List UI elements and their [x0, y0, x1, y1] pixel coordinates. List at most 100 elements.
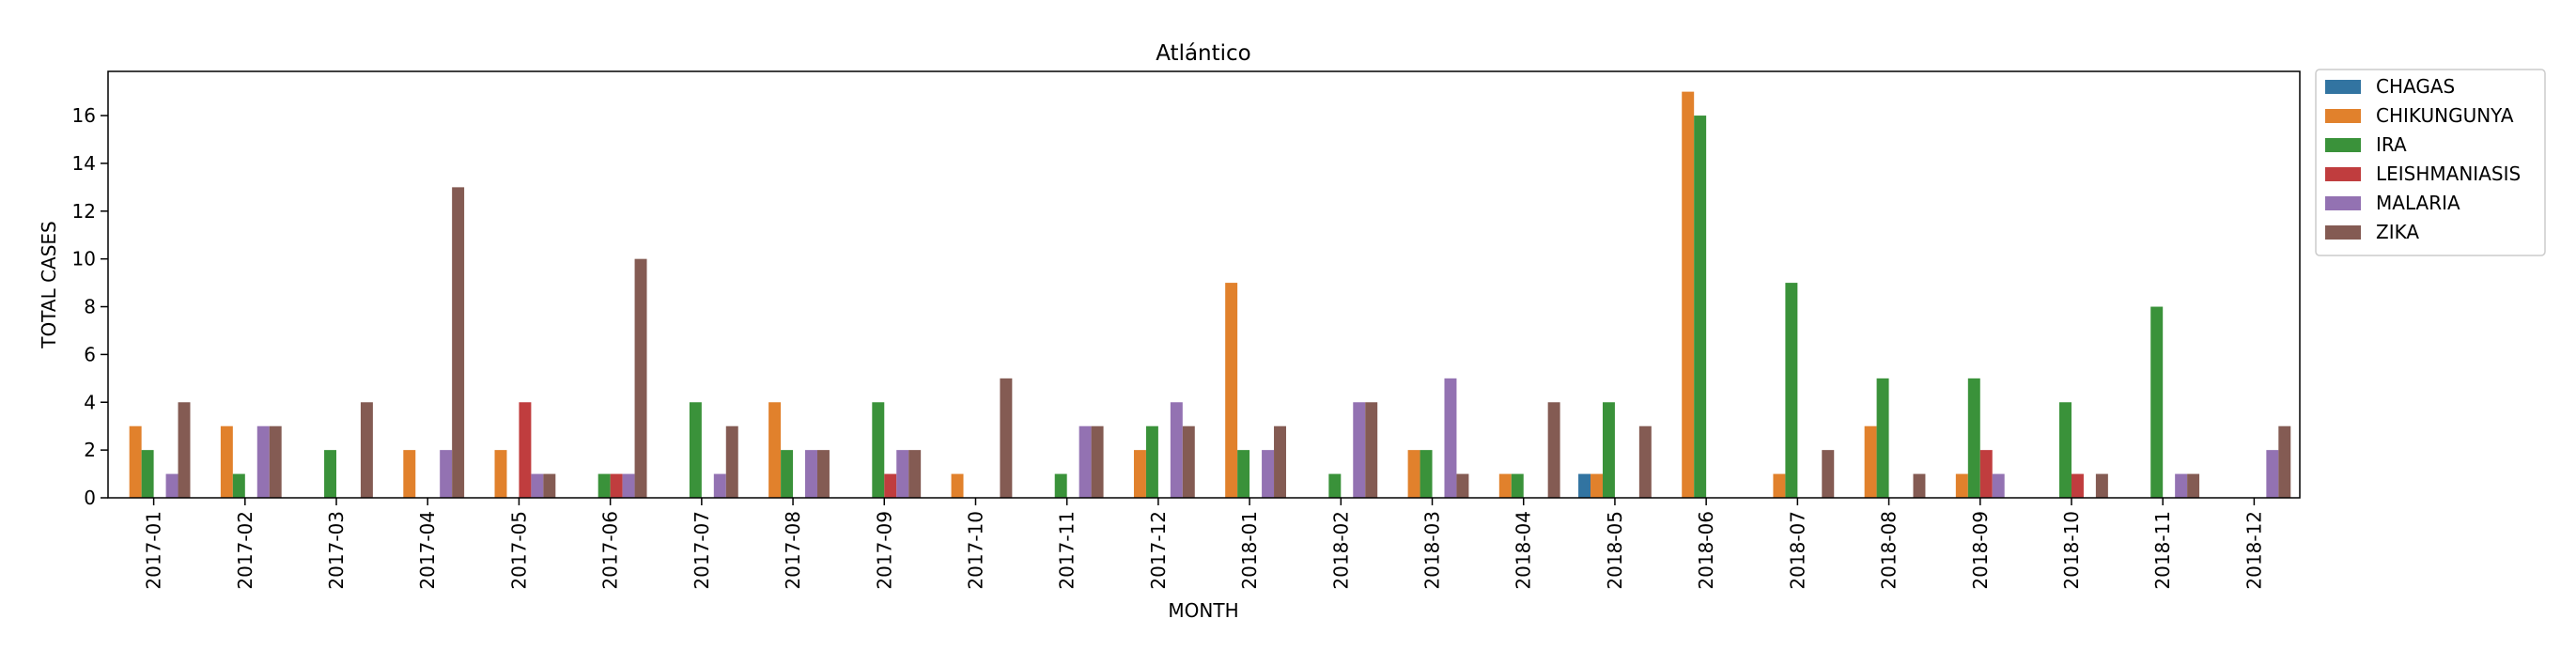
bar-chikungunya-2017-08: [768, 402, 782, 498]
bar-malaria-2017-08: [805, 450, 817, 498]
bar-malaria-2018-03: [1444, 378, 1457, 498]
x-tick-label: 2018-06: [1695, 511, 1717, 590]
bar-ira-2017-11: [1054, 473, 1067, 498]
bar-zika-2018-07: [1822, 450, 1835, 498]
bar-malaria-2017-05: [531, 473, 544, 498]
legend-frame: [2315, 69, 2546, 256]
y-tick-label: 6: [84, 343, 96, 365]
x-tick-label: 2017-04: [416, 511, 439, 590]
bar-zika-2018-03: [1456, 473, 1469, 498]
bar-ira-2018-01: [1237, 450, 1250, 498]
bar-ira-2017-02: [232, 473, 245, 498]
x-tick-label: 2017-01: [143, 511, 165, 590]
bar-chikungunya-2017-10: [951, 473, 964, 498]
y-axis: 0 2 4 6 8 10 12 14 16: [72, 104, 108, 509]
bar-malaria-2018-01: [1262, 450, 1275, 498]
bar-ira-2017-03: [324, 450, 337, 498]
bar-ira-2017-01: [141, 450, 154, 498]
bar-malaria-2018-12: [2266, 450, 2279, 498]
legend-swatch-leishmaniasis: [2325, 167, 2361, 181]
x-tick-label: 2018-08: [1878, 511, 1901, 590]
bar-chikungunya-2017-05: [494, 450, 507, 498]
bar-chikungunya-2017-02: [220, 425, 233, 498]
bar-zika-2018-12: [2278, 425, 2291, 498]
legend-label-chagas: CHAGAS: [2376, 75, 2455, 98]
bar-zika-2018-02: [1365, 402, 1378, 498]
bar-ira-2017-12: [1145, 425, 1158, 498]
x-tick-label: 2017-03: [325, 511, 348, 590]
bar-zika-2017-03: [360, 402, 373, 498]
y-tick-label: 14: [72, 152, 96, 175]
bar-zika-2018-10: [2095, 473, 2108, 498]
bar-zika-2017-02: [269, 425, 282, 498]
y-tick-label: 2: [84, 439, 96, 461]
x-tick-label: 2017-07: [691, 511, 713, 590]
bar-malaria-2018-11: [2175, 473, 2188, 498]
legend-swatch-zika: [2325, 225, 2361, 240]
bar-chikungunya-2018-08: [1864, 425, 1877, 498]
legend-swatch-chagas: [2325, 80, 2361, 94]
y-tick-label: 12: [72, 200, 96, 223]
legend-swatch-chikungunya: [2325, 109, 2361, 123]
legend-swatch-ira: [2325, 138, 2361, 152]
bars-layer: [129, 91, 2291, 499]
bar-chikungunya-2018-01: [1225, 283, 1238, 498]
bar-chikungunya-2018-03: [1407, 450, 1420, 498]
bar-chikungunya-2018-04: [1498, 473, 1512, 498]
x-tick-label: 2018-07: [1786, 511, 1808, 590]
y-tick-label: 16: [72, 104, 96, 127]
x-tick-label: 2017-11: [1056, 511, 1079, 590]
bar-chikungunya-2018-05: [1591, 473, 1603, 498]
bar-malaria-2017-06: [622, 473, 635, 498]
x-tick-label: 2018-01: [1238, 511, 1261, 590]
bar-ira-2018-09: [1967, 378, 1980, 498]
bar-leishmaniasis-2017-05: [519, 402, 532, 498]
bar-chikungunya-2017-04: [403, 450, 416, 498]
bar-zika-2017-11: [1091, 425, 1104, 498]
bar-ira-2018-07: [1785, 283, 1798, 498]
x-tick-label: 2017-08: [782, 511, 804, 590]
bar-malaria-2018-02: [1353, 402, 1366, 498]
bar-ira-2018-03: [1420, 450, 1433, 498]
bar-zika-2017-04: [452, 187, 465, 499]
bar-chikungunya-2017-12: [1133, 450, 1146, 498]
bar-zika-2017-05: [543, 473, 556, 498]
x-tick-label: 2018-09: [1969, 511, 1992, 590]
bar-zika-2017-08: [816, 450, 830, 498]
bar-ira-2017-06: [597, 473, 611, 498]
bar-chikungunya-2018-06: [1682, 91, 1695, 499]
bar-malaria-2017-09: [896, 450, 909, 498]
bar-zika-2018-08: [1913, 473, 1926, 498]
bar-ira-2018-05: [1602, 402, 1615, 498]
bar-chikungunya-2017-01: [129, 425, 142, 498]
x-tick-label: 2018-05: [1604, 511, 1626, 590]
bar-ira-2017-07: [689, 402, 702, 498]
bar-zika-2018-05: [1638, 425, 1652, 498]
y-axis-label: TOTAL CASES: [38, 221, 60, 348]
plot-frame: [107, 70, 2301, 499]
bar-leishmaniasis-2018-10: [2071, 473, 2084, 498]
y-tick-label: 0: [84, 487, 96, 509]
bar-zika-2017-06: [634, 258, 647, 498]
x-tick-label: 2017-02: [234, 511, 256, 590]
bar-chikungunya-2018-09: [1955, 473, 1968, 498]
legend-label-leishmaniasis: LEISHMANIASIS: [2376, 162, 2521, 185]
legend-label-malaria: MALARIA: [2376, 192, 2460, 214]
x-tick-label: 2018-12: [2242, 511, 2265, 590]
bar-leishmaniasis-2017-06: [610, 473, 623, 498]
bar-ira-2018-10: [2059, 402, 2072, 498]
bar-malaria-2017-01: [165, 473, 178, 498]
bar-chikungunya-2018-07: [1773, 473, 1786, 498]
bar-malaria-2017-07: [713, 473, 726, 498]
bar-ira-2018-11: [2150, 306, 2164, 498]
x-tick-label: 2018-03: [1421, 511, 1444, 590]
x-tick-label: 2017-05: [507, 511, 530, 590]
bar-malaria-2017-12: [1170, 402, 1183, 498]
bar-ira-2018-04: [1511, 473, 1524, 498]
legend-label-chikungunya: CHIKUNGUNYA: [2376, 104, 2514, 127]
y-tick-label: 4: [84, 391, 96, 413]
bar-malaria-2017-04: [440, 450, 453, 498]
x-tick-label: 2017-10: [965, 511, 987, 590]
